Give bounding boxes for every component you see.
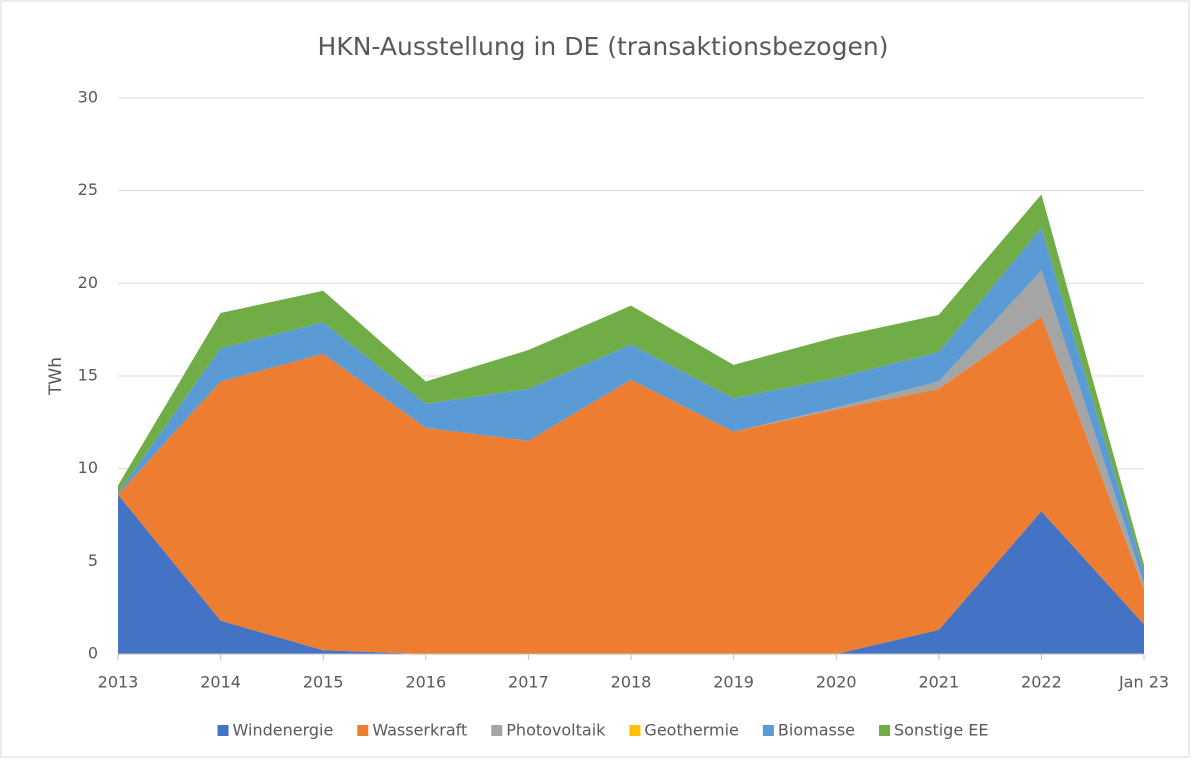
y-tick-label: 20 [78,273,98,292]
y-tick-label: 5 [88,551,98,570]
legend-swatch [217,725,229,736]
y-tick-label: 15 [78,366,98,385]
y-tick-label: 10 [78,458,98,477]
area [118,270,1144,590]
x-tick-label: 2017 [508,673,549,692]
legend-label: Wasserkraft [372,721,467,740]
x-tick-label: 2019 [713,673,754,692]
x-tick-label: 2014 [200,673,241,692]
y-tick-label: 0 [88,644,98,663]
area [118,227,1144,584]
x-tick-label: 2013 [98,673,139,692]
legend-label: Geothermie [644,721,738,740]
legend-swatch [879,725,891,736]
y-tick-label: 30 [78,88,98,107]
area [118,316,1144,654]
legend-label: Biomasse [778,721,855,740]
legend-swatch [762,725,774,736]
y-axis-label: TWh [46,357,66,396]
area [118,494,1144,654]
y-tick-label: 25 [78,180,98,199]
x-tick-label: 2015 [303,673,344,692]
chart-title: HKN-Ausstellung in DE (transaktionsbezog… [318,32,889,61]
legend-swatch [357,725,369,736]
legend-label: Photovoltaik [506,721,606,740]
x-tick-label: 2021 [918,673,959,692]
x-tick-label: 2022 [1021,673,1062,692]
x-tick-label: 2018 [611,673,652,692]
x-tick-label: Jan 23 [1118,673,1169,692]
x-tick-label: 2020 [816,673,857,692]
legend-swatch [491,725,503,736]
x-tick-label: 2016 [405,673,446,692]
legend-label: Windenergie [233,721,334,740]
legend-swatch [629,725,641,736]
legend-label: Sonstige EE [894,721,988,740]
